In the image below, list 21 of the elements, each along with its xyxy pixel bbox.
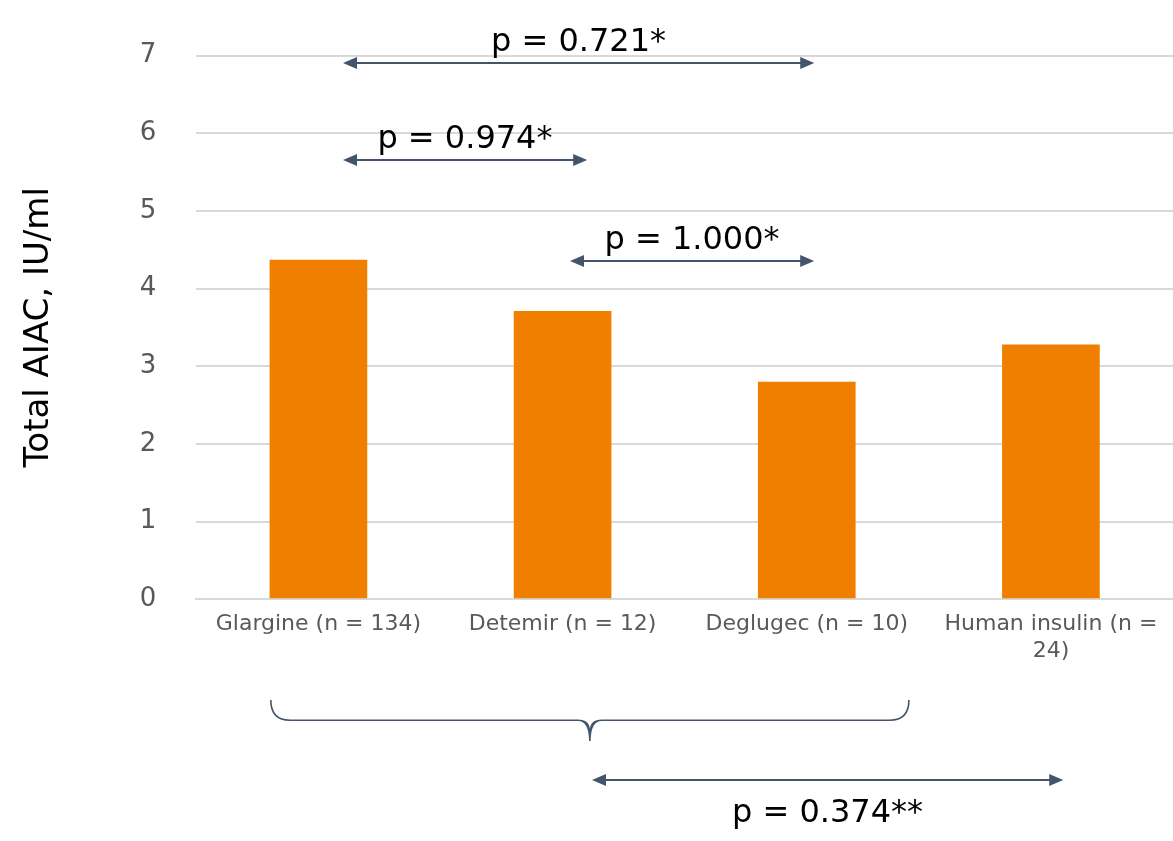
- x-tick-label: Human insulin (n = 24): [944, 610, 1158, 662]
- bar: [513, 311, 612, 599]
- y-tick-label: 1: [139, 504, 157, 535]
- x-tick-label: Glargine (n = 134): [215, 610, 422, 636]
- x-tick-label: Detemir (n = 12): [468, 610, 657, 636]
- y-tick-label: 3: [139, 348, 157, 379]
- bar: [1002, 344, 1100, 599]
- annotation: p = 0.721*: [490, 21, 666, 60]
- annotation: p = 1.000*: [604, 219, 780, 258]
- y-tick-label: 7: [139, 38, 157, 69]
- bar: [757, 381, 856, 599]
- annotation: p = 0.974*: [377, 118, 553, 157]
- y-tick-label: 4: [139, 271, 157, 302]
- text: p = 0.374**: [731, 792, 924, 830]
- bar: [269, 259, 368, 599]
- y-axis-title: Total AIAC, IU/ml: [16, 187, 57, 469]
- y-tick-label: 5: [139, 193, 157, 224]
- x-tick-label: Deglugec (n = 10): [705, 610, 909, 636]
- y-tick-label: 2: [139, 426, 157, 457]
- y-tick-label: 0: [139, 581, 157, 612]
- y-tick-label: 6: [139, 116, 157, 147]
